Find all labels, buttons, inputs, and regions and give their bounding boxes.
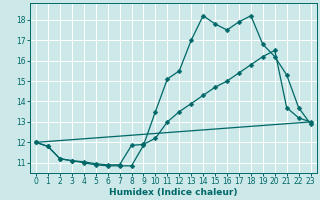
X-axis label: Humidex (Indice chaleur): Humidex (Indice chaleur) [109,188,237,197]
